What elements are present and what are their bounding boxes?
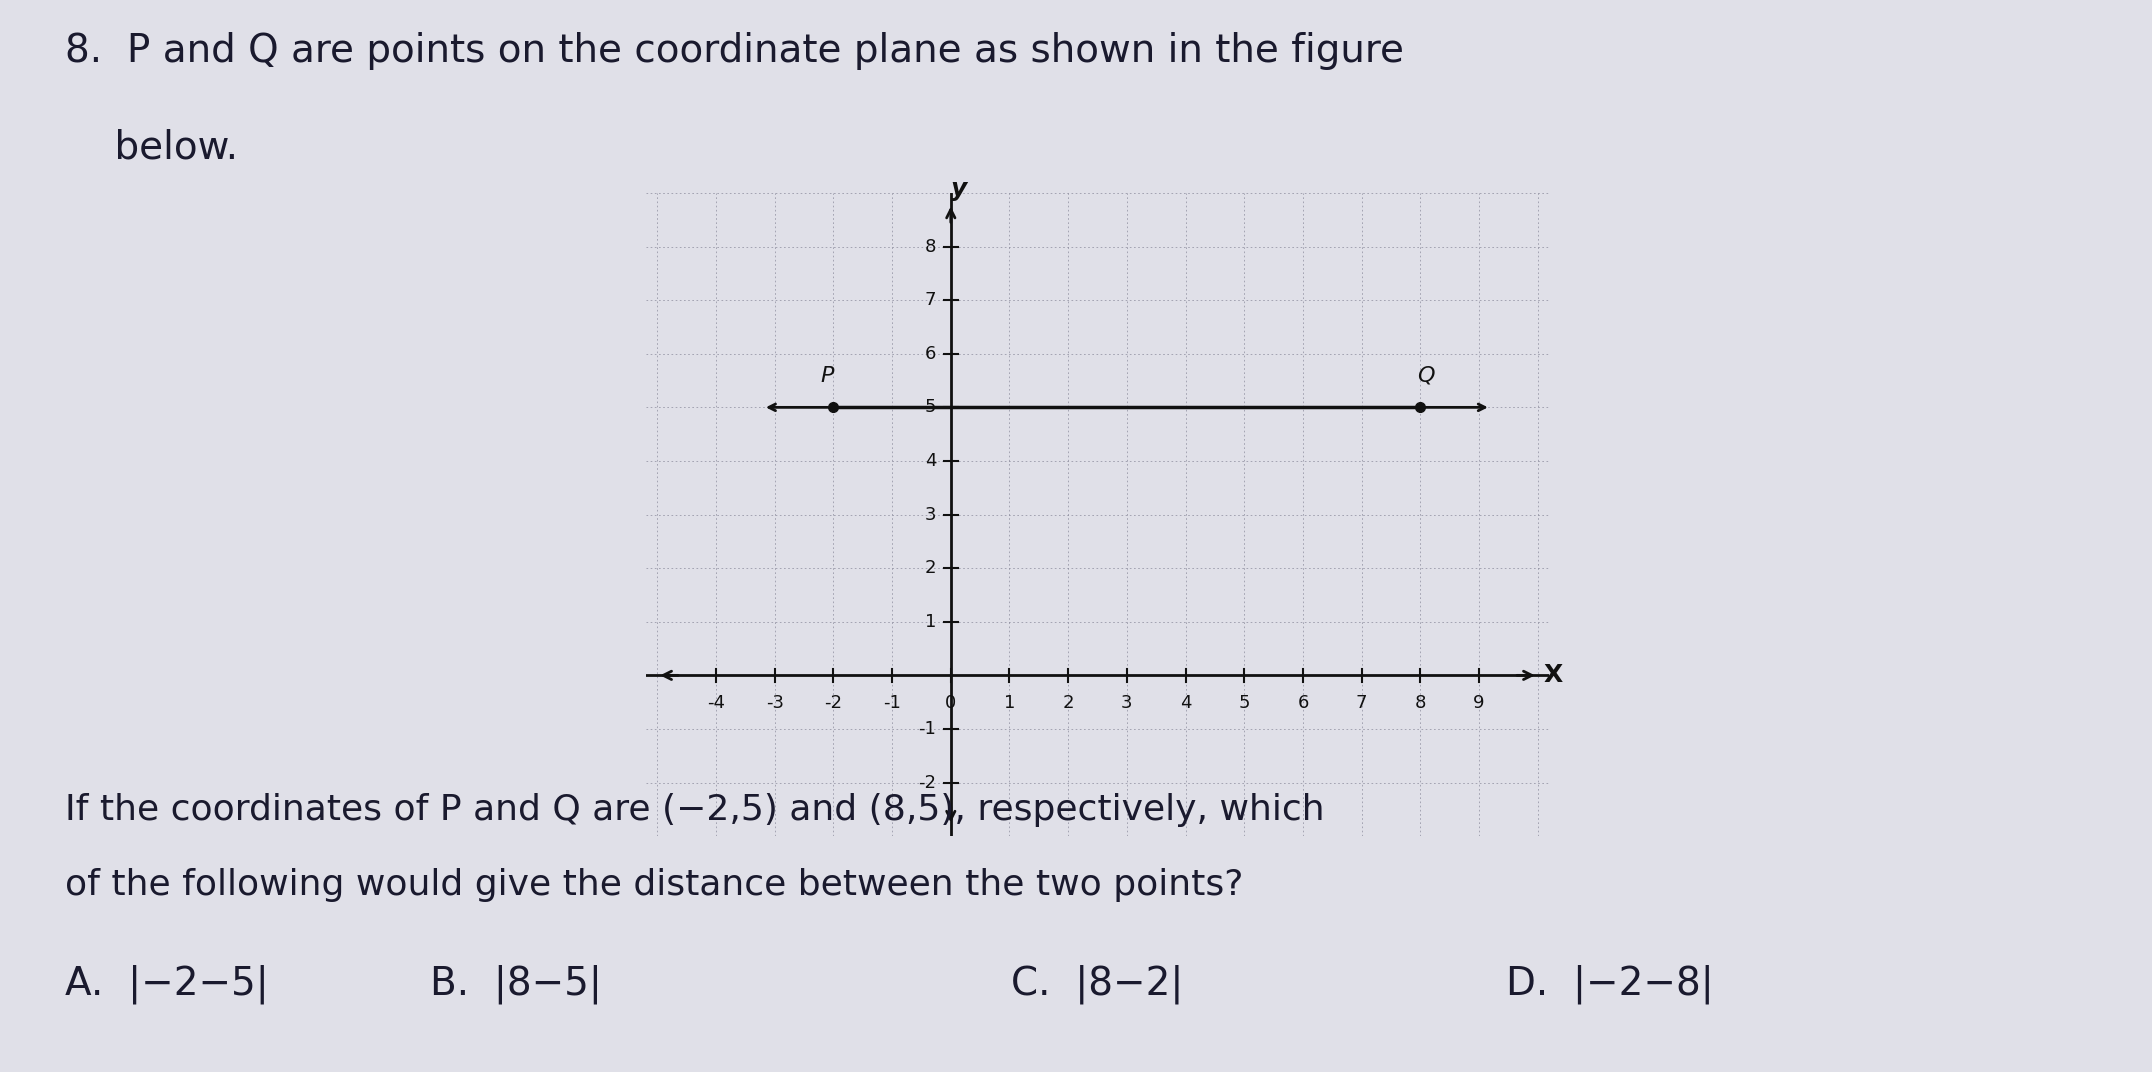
Text: 3: 3 (1121, 695, 1132, 712)
Text: 2: 2 (925, 560, 936, 577)
Text: 1: 1 (925, 613, 936, 630)
Text: 5: 5 (925, 399, 936, 416)
Text: 0: 0 (945, 695, 955, 712)
Text: -2: -2 (824, 695, 841, 712)
Text: -1: -1 (882, 695, 902, 712)
Text: -2: -2 (919, 774, 936, 791)
Text: -1: -1 (919, 720, 936, 738)
Text: P: P (820, 366, 835, 386)
Text: 8.  P and Q are points on the coordinate plane as shown in the figure: 8. P and Q are points on the coordinate … (65, 32, 1403, 70)
Text: 8: 8 (925, 238, 936, 255)
Text: -4: -4 (708, 695, 725, 712)
Text: 7: 7 (925, 292, 936, 309)
Text: 9: 9 (1474, 695, 1485, 712)
Text: 8: 8 (1414, 695, 1427, 712)
Text: 4: 4 (925, 452, 936, 470)
Text: D.  |−2−8|: D. |−2−8| (1506, 965, 1715, 1004)
Text: of the following would give the distance between the two points?: of the following would give the distance… (65, 868, 1244, 903)
Text: 1: 1 (1003, 695, 1016, 712)
Text: y: y (951, 177, 968, 202)
Text: 6: 6 (925, 345, 936, 362)
Text: A.  |−2−5|: A. |−2−5| (65, 965, 269, 1004)
Text: If the coordinates of P and Q are (−2,5) and (8,5), respectively, which: If the coordinates of P and Q are (−2,5)… (65, 793, 1323, 828)
Text: 7: 7 (1356, 695, 1367, 712)
Text: 3: 3 (925, 506, 936, 523)
Text: B.  |8−5|: B. |8−5| (430, 965, 603, 1004)
Text: below.: below. (65, 129, 237, 166)
Text: 5: 5 (1240, 695, 1250, 712)
Text: 6: 6 (1298, 695, 1308, 712)
Text: 4: 4 (1179, 695, 1192, 712)
Text: -3: -3 (766, 695, 783, 712)
Text: X: X (1543, 664, 1562, 687)
Text: C.  |8−2|: C. |8−2| (1011, 965, 1184, 1004)
Text: Q: Q (1418, 366, 1435, 386)
Text: 2: 2 (1063, 695, 1074, 712)
